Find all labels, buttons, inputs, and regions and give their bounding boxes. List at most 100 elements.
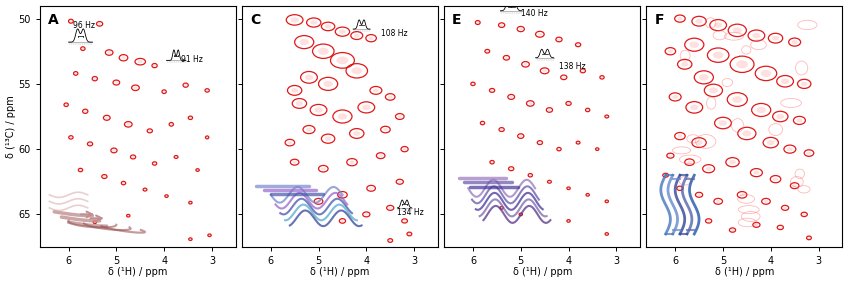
Ellipse shape <box>341 220 344 222</box>
X-axis label: δ (¹H) / ppm: δ (¹H) / ppm <box>715 267 774 277</box>
Ellipse shape <box>567 188 569 189</box>
Y-axis label: δ (¹³C) / ppm: δ (¹³C) / ppm <box>6 95 15 158</box>
Ellipse shape <box>113 149 115 152</box>
Ellipse shape <box>98 23 101 25</box>
Ellipse shape <box>127 215 129 216</box>
Ellipse shape <box>719 120 727 126</box>
Ellipse shape <box>293 161 297 164</box>
Ellipse shape <box>731 229 734 231</box>
Ellipse shape <box>153 65 156 67</box>
Ellipse shape <box>337 57 349 64</box>
Ellipse shape <box>176 156 177 158</box>
Ellipse shape <box>486 50 488 52</box>
Ellipse shape <box>709 87 718 93</box>
Ellipse shape <box>596 149 598 150</box>
Ellipse shape <box>678 17 683 20</box>
Ellipse shape <box>190 239 192 240</box>
Ellipse shape <box>287 141 293 144</box>
Ellipse shape <box>107 51 111 54</box>
Ellipse shape <box>501 207 503 209</box>
Text: C: C <box>250 13 260 27</box>
Ellipse shape <box>567 102 570 104</box>
Ellipse shape <box>351 67 362 74</box>
Ellipse shape <box>362 105 371 110</box>
Ellipse shape <box>70 136 72 138</box>
Ellipse shape <box>519 135 522 137</box>
Ellipse shape <box>403 220 406 222</box>
Ellipse shape <box>325 136 332 141</box>
Ellipse shape <box>706 167 711 171</box>
Ellipse shape <box>477 22 479 23</box>
Text: E: E <box>452 13 461 27</box>
Ellipse shape <box>562 76 566 78</box>
Ellipse shape <box>304 74 313 80</box>
Ellipse shape <box>772 36 779 41</box>
Ellipse shape <box>121 56 126 59</box>
Ellipse shape <box>325 24 332 29</box>
Ellipse shape <box>739 193 745 196</box>
Ellipse shape <box>114 81 118 84</box>
Ellipse shape <box>548 109 551 111</box>
Ellipse shape <box>398 115 402 118</box>
Ellipse shape <box>664 174 667 176</box>
Ellipse shape <box>84 110 86 112</box>
Ellipse shape <box>752 33 761 38</box>
Ellipse shape <box>148 130 151 132</box>
Ellipse shape <box>558 148 560 150</box>
Ellipse shape <box>787 147 793 151</box>
Ellipse shape <box>388 207 392 209</box>
Ellipse shape <box>190 202 192 203</box>
Ellipse shape <box>137 60 142 63</box>
Ellipse shape <box>687 160 692 164</box>
Ellipse shape <box>697 194 700 196</box>
Ellipse shape <box>753 171 760 175</box>
Ellipse shape <box>80 169 81 171</box>
Ellipse shape <box>729 160 736 164</box>
Ellipse shape <box>601 76 603 78</box>
Ellipse shape <box>808 237 810 239</box>
Ellipse shape <box>105 117 109 119</box>
Ellipse shape <box>678 134 683 138</box>
X-axis label: δ (¹H) / ppm: δ (¹H) / ppm <box>109 267 168 277</box>
Ellipse shape <box>767 140 774 145</box>
Ellipse shape <box>713 52 723 59</box>
Ellipse shape <box>784 207 787 209</box>
X-axis label: δ (¹H) / ppm: δ (¹H) / ppm <box>512 267 572 277</box>
Ellipse shape <box>340 193 345 196</box>
Ellipse shape <box>792 40 798 44</box>
Ellipse shape <box>349 160 354 164</box>
Ellipse shape <box>126 123 131 126</box>
Ellipse shape <box>291 17 298 23</box>
Ellipse shape <box>378 154 382 157</box>
Ellipse shape <box>761 70 772 77</box>
Text: 91 Hz: 91 Hz <box>181 55 203 64</box>
Ellipse shape <box>133 86 137 89</box>
Ellipse shape <box>803 213 806 215</box>
Ellipse shape <box>528 102 533 105</box>
Ellipse shape <box>170 123 172 125</box>
Ellipse shape <box>103 175 106 177</box>
Ellipse shape <box>510 168 512 170</box>
Ellipse shape <box>672 95 678 99</box>
Ellipse shape <box>587 194 589 196</box>
Ellipse shape <box>505 57 508 59</box>
Ellipse shape <box>70 20 72 22</box>
Ellipse shape <box>543 69 547 72</box>
Ellipse shape <box>89 143 92 145</box>
Ellipse shape <box>321 167 326 170</box>
Text: 140 Hz: 140 Hz <box>521 9 548 18</box>
Ellipse shape <box>519 28 522 30</box>
Ellipse shape <box>189 117 192 119</box>
Ellipse shape <box>736 60 748 68</box>
Ellipse shape <box>678 187 682 189</box>
Ellipse shape <box>716 200 720 203</box>
Ellipse shape <box>65 104 67 106</box>
Ellipse shape <box>695 140 703 145</box>
Text: 134 Hz: 134 Hz <box>398 208 424 217</box>
Ellipse shape <box>733 96 742 103</box>
Ellipse shape <box>144 189 146 190</box>
Ellipse shape <box>315 107 323 113</box>
Ellipse shape <box>538 33 542 36</box>
Ellipse shape <box>93 78 96 80</box>
Ellipse shape <box>369 37 374 40</box>
